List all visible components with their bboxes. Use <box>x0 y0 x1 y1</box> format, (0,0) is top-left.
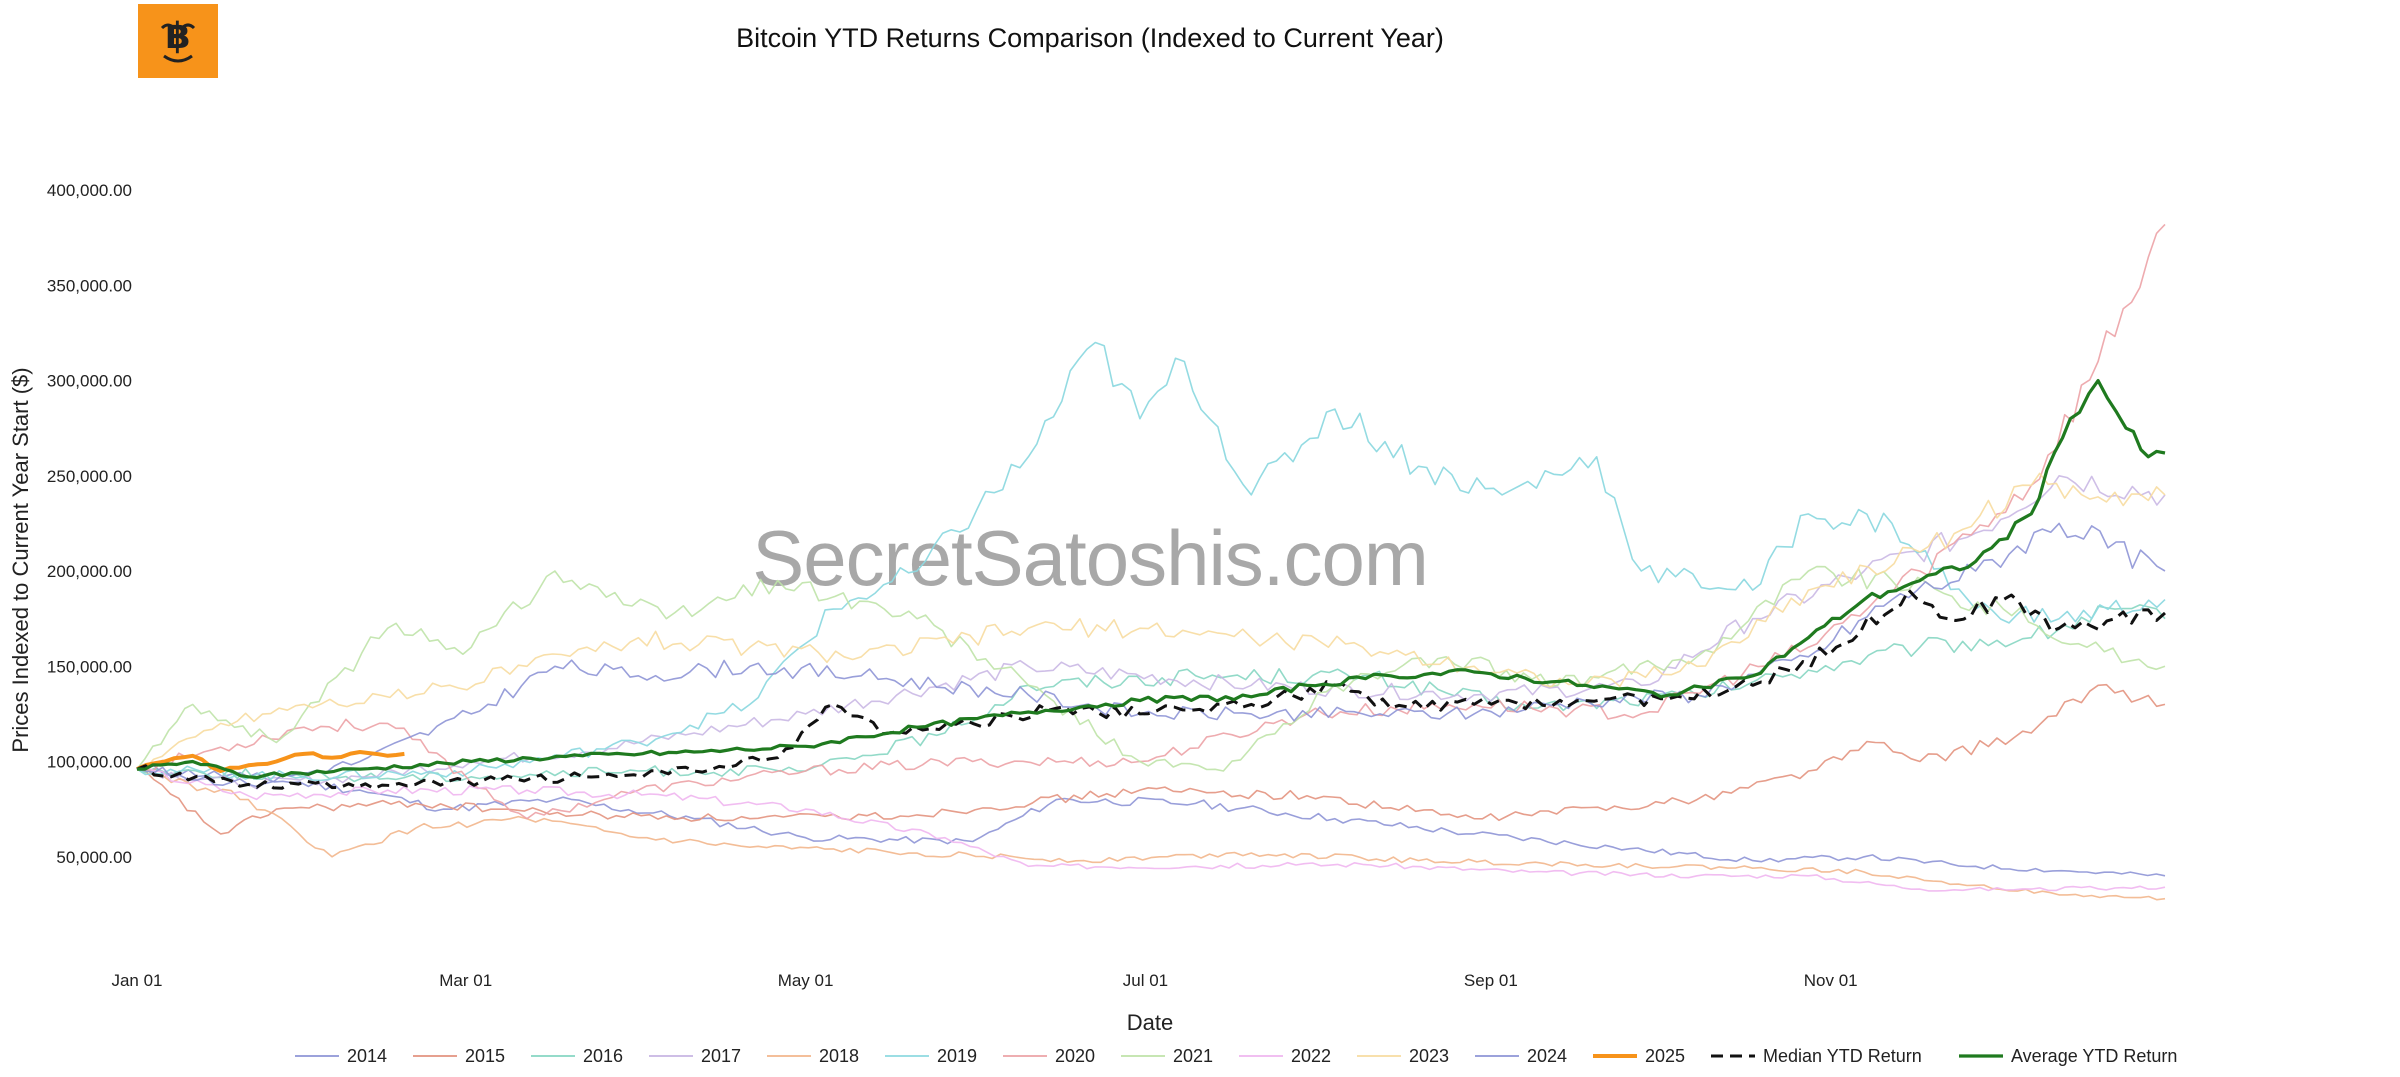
legend-item[interactable]: 2018 <box>767 1046 859 1066</box>
y-tick-label: 50,000.00 <box>56 848 132 867</box>
series-line-2015 <box>136 683 2166 835</box>
legend-label: 2024 <box>1527 1046 1567 1066</box>
bitcoin-emoji-logo-icon: ฿ <box>160 16 196 63</box>
legend-label: 2021 <box>1173 1046 1213 1066</box>
series-line-median-ytd-return <box>136 588 2166 790</box>
y-tick-label: 200,000.00 <box>47 562 132 581</box>
legend-label: 2022 <box>1291 1046 1331 1066</box>
legend-label: 2016 <box>583 1046 623 1066</box>
series-line-2025 <box>136 750 405 773</box>
x-tick-label: Mar 01 <box>439 971 492 990</box>
legend-item[interactable]: 2019 <box>885 1046 977 1066</box>
legend-label: 2018 <box>819 1046 859 1066</box>
legend-item[interactable]: 2021 <box>1121 1046 1213 1066</box>
series-line-2016 <box>136 604 2166 783</box>
legend-label: 2015 <box>465 1046 505 1066</box>
logo: ฿ <box>138 4 218 78</box>
series-line-2021 <box>136 565 2166 772</box>
legend-item[interactable]: 2020 <box>1003 1046 1095 1066</box>
series-line-2024 <box>136 522 2166 788</box>
legend-item[interactable]: Median YTD Return <box>1711 1046 1922 1066</box>
legend-item[interactable]: 2025 <box>1593 1046 1685 1066</box>
legend-item[interactable]: 2014 <box>295 1046 387 1066</box>
legend-item[interactable]: 2016 <box>531 1046 623 1066</box>
svg-text:฿: ฿ <box>165 16 190 57</box>
series-line-2019 <box>136 341 2166 782</box>
y-axis-title: Prices Indexed to Current Year Start ($) <box>8 367 33 752</box>
watermark: SecretSatoshis.com <box>752 514 1428 602</box>
legend-label: 2017 <box>701 1046 741 1066</box>
legend-label: 2019 <box>937 1046 977 1066</box>
x-tick-label: Nov 01 <box>1804 971 1858 990</box>
y-axis-ticks: 50,000.00 100,000.00 150,000.00 200,000.00 2… <box>47 181 132 867</box>
y-tick-label: 300,000.00 <box>47 372 132 391</box>
legend-item[interactable]: 2024 <box>1475 1046 1567 1066</box>
series-lines <box>136 223 2166 901</box>
legend-item[interactable]: Average YTD Return <box>1959 1046 2177 1066</box>
series-line-2014 <box>136 765 2166 877</box>
x-tick-label: Sep 01 <box>1464 971 1518 990</box>
x-tick-label: May 01 <box>778 971 834 990</box>
series-line-average-ytd-return <box>137 379 2166 780</box>
legend: 2014 2015 2016 2017 2018 2019 2020 2021 2022 2023… <box>295 1046 2177 1066</box>
legend-item[interactable]: 2017 <box>649 1046 741 1066</box>
series-line-2018 <box>136 767 2166 901</box>
legend-label: Median YTD Return <box>1763 1046 1922 1066</box>
y-tick-label: 250,000.00 <box>47 467 132 486</box>
legend-label: 2020 <box>1055 1046 1095 1066</box>
y-tick-label: 150,000.00 <box>47 657 132 676</box>
legend-label: 2023 <box>1409 1046 1449 1066</box>
y-tick-label: 100,000.00 <box>47 753 132 772</box>
y-tick-label: 350,000.00 <box>47 276 132 295</box>
legend-label: 2025 <box>1645 1046 1685 1066</box>
legend-label: 2014 <box>347 1046 387 1066</box>
x-axis-ticks: Jan 01 Mar 01 May 01 Jul 01 Sep 01 Nov 01 <box>111 971 1857 990</box>
legend-item[interactable]: 2023 <box>1357 1046 1449 1066</box>
chart-title: Bitcoin YTD Returns Comparison (Indexed … <box>736 23 1444 53</box>
series-line-2017 <box>136 475 2166 790</box>
legend-item[interactable]: 2022 <box>1239 1046 1331 1066</box>
x-axis-title: Date <box>1127 1010 1173 1035</box>
legend-label: Average YTD Return <box>2011 1046 2177 1066</box>
legend-item[interactable]: 2015 <box>413 1046 505 1066</box>
x-tick-label: Jan 01 <box>111 971 162 990</box>
series-line-2022 <box>136 766 2166 892</box>
series-line-2023 <box>136 472 2166 770</box>
x-tick-label: Jul 01 <box>1123 971 1168 990</box>
y-tick-label: 400,000.00 <box>47 181 132 200</box>
